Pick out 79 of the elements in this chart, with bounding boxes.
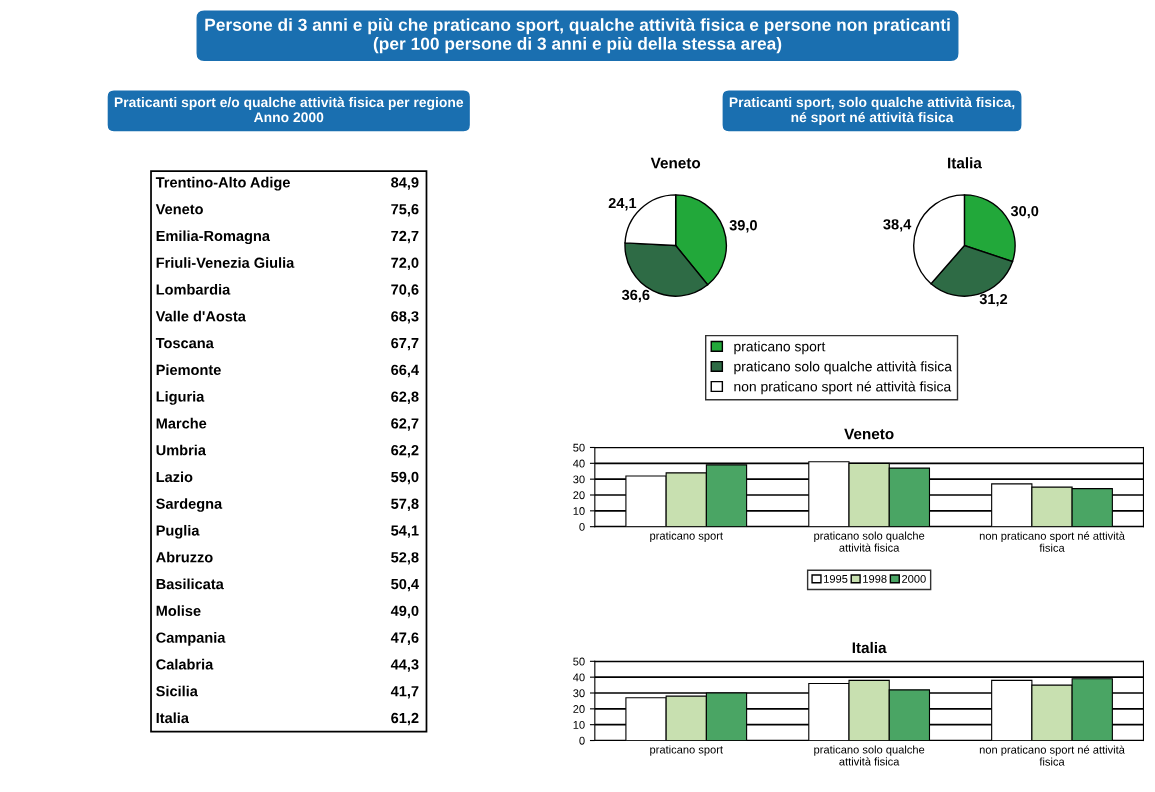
category-label: Piemonte [156,364,221,376]
legend-label: praticano solo qualche attività fisica [734,361,952,375]
y-tick-label: 40 [573,673,585,682]
text: Persone di 3 anni e più che praticano sport, qualche attività fisica e persone non praticanti (per 100 persone di 3 anni e più della stessa area) [205,18,950,54]
category-label: Sicilia [156,685,198,697]
chart-title: Veneto [844,428,894,440]
data-label: 72,7 [391,230,419,244]
y-tick-label: 10 [573,507,585,515]
data-label: 31,2 [979,293,1008,307]
category-label: Toscana [155,338,214,349]
x-tick-label: non praticano sport né attività fisica [979,745,1125,766]
category-label: Lazio [156,471,193,483]
category-label: Basilicata [156,578,224,590]
category-label: Liguria [156,391,205,405]
category-label: Emilia-Romagna [156,230,271,245]
y-tick-label: 10 [573,720,585,729]
category-label: Italia [156,712,190,724]
data-label: 84,9 [391,177,419,190]
legend-label: praticano sport [734,341,826,355]
data-label: 70,6 [391,284,419,297]
legend-label: non praticano sport né attività fisica [734,381,952,395]
category-label: Veneto [155,204,203,215]
y-tick-label: 50 [573,443,585,452]
category-label: Sardegna [156,498,223,512]
x-tick-label: non praticano sport né attività fisica [979,531,1125,552]
data-label: 39,0 [729,220,757,233]
y-tick-label: 20 [573,491,585,500]
chart-title: Veneto [650,157,701,169]
category-label: Trentino-Alto Adige [155,176,290,191]
x-tick-label: praticano solo qualche attività fisica [814,531,925,552]
category-label: Molise [156,605,201,617]
y-tick-label: 50 [573,657,585,666]
category-label: Campania [156,632,226,646]
chart-title: Italia [948,157,982,169]
category-label: Lombardia [156,283,231,295]
legend-label: 2000 [902,574,926,583]
x-tick-label: praticano sport [650,745,723,756]
data-label: 49,0 [390,605,419,619]
legend-label: 1998 [863,574,887,583]
y-tick-label: 20 [573,705,585,713]
data-label: 59,0 [391,471,419,485]
data-label: 54,1 [391,525,419,538]
x-tick-label: praticano sport [650,531,723,542]
data-label: 44,3 [390,659,419,672]
data-label: 50,4 [391,578,419,592]
text: Praticanti sport e/o qualche attività fisica per regione Anno 2000 [114,96,464,123]
data-label: 62,2 [391,445,419,458]
data-label: 57,8 [391,498,419,512]
category-label: Puglia [156,524,200,539]
data-label: 72,0 [391,257,419,271]
chart-title: Italia [852,641,887,654]
category-label: Marche [156,417,207,429]
data-label: 47,6 [390,632,419,645]
y-tick-label: 0 [579,522,585,531]
legend-label: 1995 [824,574,848,583]
data-label: 62,7 [391,418,419,431]
data-label: 75,6 [391,204,419,217]
data-label: 30,0 [1010,205,1039,219]
data-label: 68,3 [391,311,419,324]
category-label: Calabria [156,658,214,670]
data-label: 36,6 [621,289,650,303]
category-label: Friuli-Venezia Giulia [156,257,295,268]
y-tick-label: 0 [579,736,585,745]
data-label: 66,4 [391,364,419,378]
chart-subtitle: Praticanti sport, solo qualche attività fisica, né sport né attività fisica [729,96,1015,125]
data-label: 38,4 [883,219,912,232]
category-label: Valle d'Aosta [155,310,246,322]
data-label: 61,2 [391,712,419,726]
x-tick-label: praticano solo qualche attività fisica [814,745,925,766]
y-tick-label: 40 [573,459,585,468]
y-tick-label: 30 [573,475,585,484]
data-label: 62,8 [391,391,419,404]
data-label: 41,7 [390,686,419,699]
data-label: 24,1 [608,197,637,211]
category-label: Abruzzo [156,551,213,563]
data-label: 52,8 [391,552,419,565]
data-label: 67,7 [391,337,419,351]
y-tick-label: 30 [573,689,585,698]
category-label: Umbria [156,444,207,456]
